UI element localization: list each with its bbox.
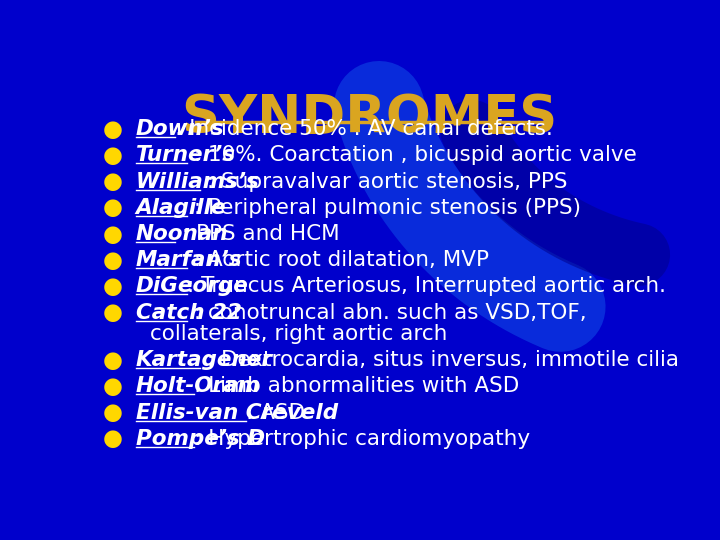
Text: Turner’s: Turner’s xyxy=(136,145,235,165)
Text: ●: ● xyxy=(102,375,122,398)
Text: Marfan’s: Marfan’s xyxy=(136,250,242,270)
Text: ●: ● xyxy=(102,401,122,424)
Text: : Truncus Arteriosus, Interrupted aortic arch.: : Truncus Arteriosus, Interrupted aortic… xyxy=(187,276,667,296)
Text: : PPS and HCM: : PPS and HCM xyxy=(174,224,339,244)
Text: Pompe’s D: Pompe’s D xyxy=(136,429,265,449)
Text: Noonan: Noonan xyxy=(136,224,228,244)
Text: : ASD: : ASD xyxy=(246,403,305,423)
Text: ●: ● xyxy=(102,144,122,167)
Text: ●: ● xyxy=(102,222,122,246)
Text: Kartagener: Kartagener xyxy=(136,350,273,370)
Text: : Incidence 50% . AV canal defects.: : Incidence 50% . AV canal defects. xyxy=(174,119,552,139)
Text: Holt-Oram: Holt-Oram xyxy=(136,376,261,396)
Text: ●: ● xyxy=(102,170,122,193)
Text: ●: ● xyxy=(102,427,122,450)
Text: ●: ● xyxy=(102,349,122,372)
Text: ●: ● xyxy=(102,249,122,272)
Text: Alagille: Alagille xyxy=(136,198,226,218)
Text: : Limb abnormalities with ASD: : Limb abnormalities with ASD xyxy=(194,376,519,396)
Text: : Aortic root dilatation, MVP: : Aortic root dilatation, MVP xyxy=(187,250,490,270)
Text: : Peripheral pulmonic stenosis (PPS): : Peripheral pulmonic stenosis (PPS) xyxy=(187,198,582,218)
Text: Down’s: Down’s xyxy=(136,119,225,139)
Text: : Supravalvar aortic stenosis, PPS: : Supravalvar aortic stenosis, PPS xyxy=(200,172,568,192)
Text: : 10%. Coarctation , bicuspid aortic valve: : 10%. Coarctation , bicuspid aortic val… xyxy=(187,145,637,165)
Text: collaterals, right aortic arch: collaterals, right aortic arch xyxy=(150,324,447,344)
Text: : conotruncal abn. such as VSD,TOF,: : conotruncal abn. such as VSD,TOF, xyxy=(187,302,587,322)
Text: ●: ● xyxy=(102,301,122,324)
Text: ●: ● xyxy=(102,275,122,298)
Text: : Dextrocardia, situs inversus, immotile cilia: : Dextrocardia, situs inversus, immotile… xyxy=(200,350,680,370)
Text: ●: ● xyxy=(102,197,122,219)
Text: : Hypertrophic cardiomyopathy: : Hypertrophic cardiomyopathy xyxy=(194,429,530,449)
Text: Williams’s: Williams’s xyxy=(136,172,259,192)
Text: SYNDROMES: SYNDROMES xyxy=(181,92,557,144)
Text: Catch 22: Catch 22 xyxy=(136,302,242,322)
Text: DiGeorge: DiGeorge xyxy=(136,276,248,296)
Text: Ellis-van Creveld: Ellis-van Creveld xyxy=(136,403,338,423)
Text: ●: ● xyxy=(102,118,122,141)
